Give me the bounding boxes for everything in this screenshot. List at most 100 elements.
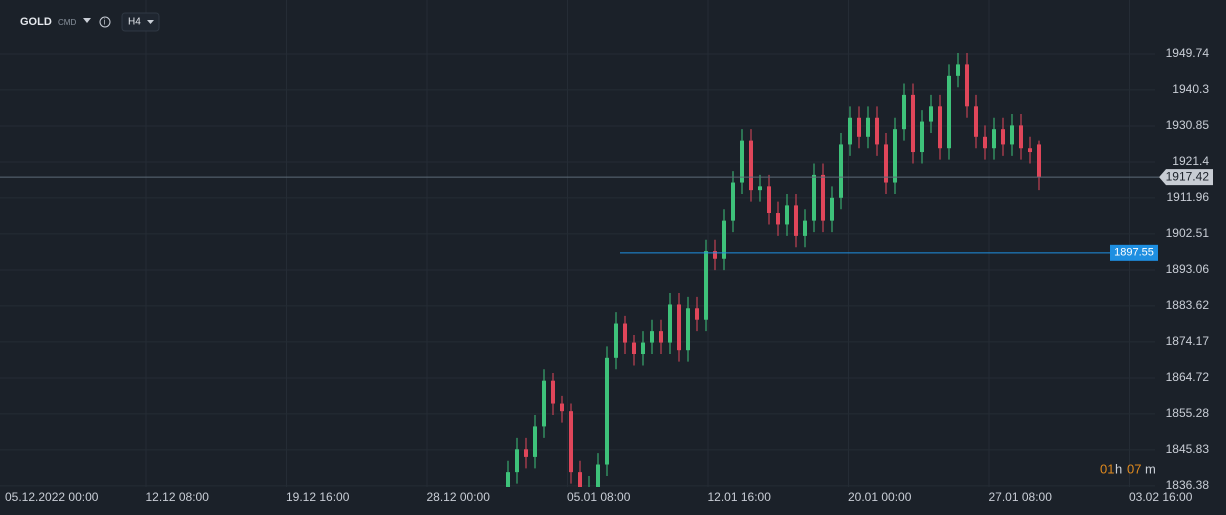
x-tick-label: 19.12 16:00 bbox=[286, 490, 350, 504]
x-tick-label: 05.12.2022 00:00 bbox=[5, 490, 99, 504]
y-tick-label: 1949.74 bbox=[1166, 46, 1210, 60]
y-tick-label: 1836.38 bbox=[1166, 478, 1210, 492]
candle-body bbox=[776, 213, 780, 225]
candle-body bbox=[785, 205, 789, 225]
candle-body bbox=[524, 449, 528, 457]
candle-body bbox=[695, 308, 699, 320]
candle-body bbox=[803, 220, 807, 236]
y-tick-label: 1911.96 bbox=[1167, 190, 1210, 204]
y-tick-label: 1893.06 bbox=[1166, 262, 1210, 276]
candle-body bbox=[749, 140, 753, 191]
candle-body bbox=[839, 144, 843, 198]
candle-body bbox=[677, 304, 681, 351]
candle-body bbox=[884, 144, 888, 183]
candle-body bbox=[686, 308, 690, 351]
x-tick-label: 20.01 00:00 bbox=[848, 490, 912, 504]
candle-body bbox=[605, 357, 609, 465]
candle-body bbox=[794, 205, 798, 236]
candle-body bbox=[731, 182, 735, 221]
x-tick-label: 12.01 16:00 bbox=[708, 490, 772, 504]
grid bbox=[0, 0, 1155, 487]
candle-body bbox=[506, 472, 510, 487]
y-tick-label: 1855.28 bbox=[1166, 406, 1210, 420]
y-tick-label: 1864.72 bbox=[1166, 370, 1210, 384]
candle-body bbox=[992, 129, 996, 149]
y-tick-label: 1883.62 bbox=[1166, 298, 1210, 312]
candle-timer: 01 h 07 m bbox=[1100, 461, 1156, 476]
timer-m: m bbox=[1145, 461, 1156, 476]
candle-body bbox=[722, 220, 726, 259]
candle-body bbox=[983, 136, 987, 149]
level-label: 1897.55 bbox=[1114, 247, 1154, 259]
market: CMD bbox=[58, 18, 76, 27]
current-price-label: 1917.42 bbox=[1166, 169, 1210, 183]
candle-body bbox=[956, 64, 960, 76]
candle-body bbox=[704, 251, 708, 320]
candle-body bbox=[578, 472, 582, 487]
candle-body bbox=[1001, 129, 1005, 145]
candle-body bbox=[938, 106, 942, 149]
y-tick-label: 1940.3 bbox=[1172, 82, 1209, 96]
candle-body bbox=[893, 129, 897, 183]
candle-body bbox=[848, 117, 852, 145]
candle-body bbox=[947, 75, 951, 149]
candle-body bbox=[560, 403, 564, 412]
candle-body bbox=[1010, 125, 1014, 145]
candle-body bbox=[929, 106, 933, 122]
candle-body bbox=[920, 121, 924, 153]
candle-body bbox=[866, 117, 870, 137]
candle-body bbox=[650, 331, 654, 343]
candle-body bbox=[632, 342, 636, 355]
y-tick-label: 1874.17 bbox=[1166, 334, 1210, 348]
candle-body bbox=[659, 331, 663, 343]
y-tick-label: 1921.4 bbox=[1172, 154, 1209, 168]
candle-body bbox=[623, 323, 627, 343]
candle-body bbox=[857, 117, 861, 137]
candle-body bbox=[533, 426, 537, 457]
candle-body bbox=[551, 380, 555, 404]
timer-h: h bbox=[1115, 461, 1122, 476]
candle-body bbox=[911, 94, 915, 153]
timeframe-button[interactable] bbox=[121, 12, 160, 32]
candle-body bbox=[1028, 148, 1032, 153]
toolbar: GOLD CMD i H4 bbox=[20, 12, 160, 32]
candles bbox=[506, 52, 1041, 487]
y-tick-label: 1902.51 bbox=[1166, 226, 1210, 240]
symbol[interactable]: GOLD bbox=[20, 16, 52, 28]
x-tick-label: 03.02 16:00 bbox=[1129, 490, 1193, 504]
x-tick-label: 27.01 08:00 bbox=[989, 490, 1053, 504]
candle-body bbox=[542, 380, 546, 427]
timer-minutes: 07 bbox=[1127, 461, 1141, 476]
candle-body bbox=[821, 174, 825, 221]
dropdown-icon[interactable] bbox=[147, 20, 154, 24]
timeframe: H4 bbox=[128, 17, 141, 28]
candle-body bbox=[740, 140, 744, 183]
info-i: i bbox=[104, 18, 106, 27]
candle-body bbox=[1037, 144, 1041, 178]
y-tick-label: 1845.83 bbox=[1166, 442, 1210, 456]
timer-hours: 01 bbox=[1100, 461, 1114, 476]
x-tick-label: 05.01 08:00 bbox=[567, 490, 631, 504]
candle-body bbox=[812, 174, 816, 221]
y-tick-label: 1930.85 bbox=[1166, 118, 1210, 132]
candle-body bbox=[668, 304, 672, 343]
info-icon[interactable] bbox=[99, 16, 111, 28]
candle-body bbox=[875, 117, 879, 145]
candle-body bbox=[974, 106, 978, 137]
candle-body bbox=[902, 94, 906, 130]
x-tick-label: 12.12 08:00 bbox=[146, 490, 210, 504]
candle-body bbox=[641, 342, 645, 355]
candle-body bbox=[713, 251, 717, 259]
candle-body bbox=[1019, 125, 1023, 149]
x-tick-label: 28.12 00:00 bbox=[427, 490, 491, 504]
candle-body bbox=[515, 449, 519, 473]
dropdown-icon[interactable] bbox=[83, 18, 91, 23]
candle-body bbox=[965, 64, 969, 107]
candle-body bbox=[758, 186, 762, 191]
candle-body bbox=[596, 464, 600, 487]
candle-body bbox=[569, 411, 573, 473]
candle-body bbox=[614, 323, 618, 358]
candle-body bbox=[830, 197, 834, 221]
level-tag bbox=[1110, 244, 1158, 261]
